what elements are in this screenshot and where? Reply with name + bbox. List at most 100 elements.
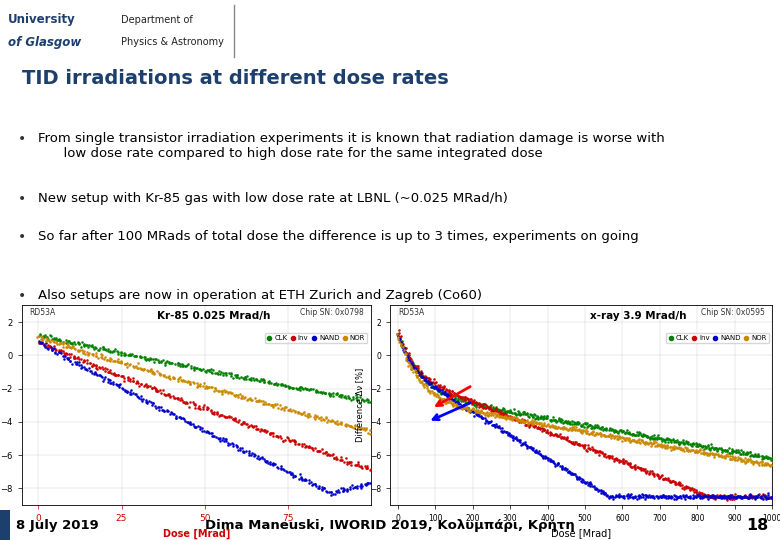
- Point: [343, 485, 356, 494]
- Point: [33, 332, 45, 340]
- Point: [278, 382, 291, 391]
- Point: [159, 361, 172, 369]
- Point: [183, 380, 196, 388]
- Point: [735, 456, 747, 465]
- Point: [326, 451, 339, 460]
- Point: [207, 407, 220, 416]
- Point: [689, 447, 701, 456]
- Point: [641, 433, 654, 441]
- Point: [232, 446, 244, 455]
- Point: [259, 426, 271, 434]
- Point: [559, 435, 572, 443]
- Point: [622, 429, 635, 437]
- Point: [118, 348, 130, 357]
- Point: [343, 421, 356, 430]
- Point: [142, 382, 154, 390]
- Point: [741, 456, 753, 464]
- Point: [505, 413, 518, 422]
- Point: [710, 444, 722, 453]
- Point: [400, 344, 413, 353]
- Point: [569, 423, 582, 431]
- Point: [63, 349, 76, 358]
- Point: [574, 428, 587, 436]
- Point: [183, 419, 195, 428]
- Point: [750, 456, 763, 465]
- Point: [316, 445, 328, 454]
- Point: [438, 388, 451, 396]
- Point: [209, 368, 222, 377]
- Point: [93, 346, 105, 355]
- Point: [747, 460, 760, 468]
- Point: [659, 474, 672, 483]
- Point: [456, 402, 468, 410]
- Point: [683, 484, 696, 492]
- Point: [431, 383, 443, 392]
- Point: [463, 408, 476, 416]
- Point: [572, 420, 584, 429]
- Point: [523, 413, 535, 421]
- Point: [35, 338, 48, 346]
- Point: [680, 491, 693, 500]
- Point: [583, 421, 596, 429]
- Point: [137, 353, 150, 361]
- Point: [507, 405, 519, 414]
- Point: [43, 336, 55, 345]
- Point: [471, 410, 484, 419]
- Point: [167, 392, 179, 401]
- Point: [454, 403, 466, 412]
- Point: [501, 412, 513, 421]
- Point: [601, 431, 614, 440]
- Point: [485, 406, 498, 415]
- Point: [498, 414, 511, 422]
- Point: [552, 422, 565, 431]
- Point: [541, 412, 553, 421]
- Point: [498, 408, 510, 416]
- Point: [669, 492, 682, 501]
- Point: [670, 444, 682, 453]
- Point: [49, 338, 62, 346]
- Point: [675, 481, 688, 489]
- Point: [496, 428, 509, 436]
- Point: [204, 365, 217, 374]
- Point: [102, 375, 115, 383]
- Point: [742, 494, 754, 502]
- Point: [687, 494, 700, 502]
- Point: [61, 340, 73, 349]
- Point: [730, 491, 743, 500]
- Point: [419, 376, 431, 384]
- Point: [627, 436, 640, 444]
- Point: [746, 451, 758, 460]
- Point: [686, 446, 698, 454]
- Point: [517, 440, 530, 448]
- Point: [588, 482, 601, 491]
- Point: [443, 397, 456, 406]
- Point: [411, 367, 424, 375]
- Point: [477, 400, 490, 408]
- Point: [758, 454, 771, 462]
- Point: [656, 441, 668, 449]
- Point: [432, 385, 445, 394]
- Point: [569, 426, 582, 435]
- Point: [462, 404, 474, 413]
- Point: [172, 413, 185, 421]
- Point: [466, 397, 478, 406]
- Point: [96, 373, 108, 381]
- Point: [51, 335, 64, 344]
- Point: [278, 465, 290, 474]
- Point: [72, 346, 84, 354]
- Point: [196, 424, 208, 433]
- Point: [651, 492, 664, 501]
- Point: [707, 449, 720, 458]
- Point: [652, 441, 665, 449]
- Point: [147, 399, 159, 408]
- Point: [283, 384, 296, 393]
- Point: [735, 446, 747, 455]
- Point: [502, 413, 514, 421]
- Point: [112, 357, 125, 366]
- Point: [705, 449, 718, 458]
- Point: [316, 485, 328, 494]
- Point: [194, 380, 207, 388]
- Point: [531, 413, 544, 422]
- Point: [637, 465, 650, 474]
- Point: [140, 354, 153, 363]
